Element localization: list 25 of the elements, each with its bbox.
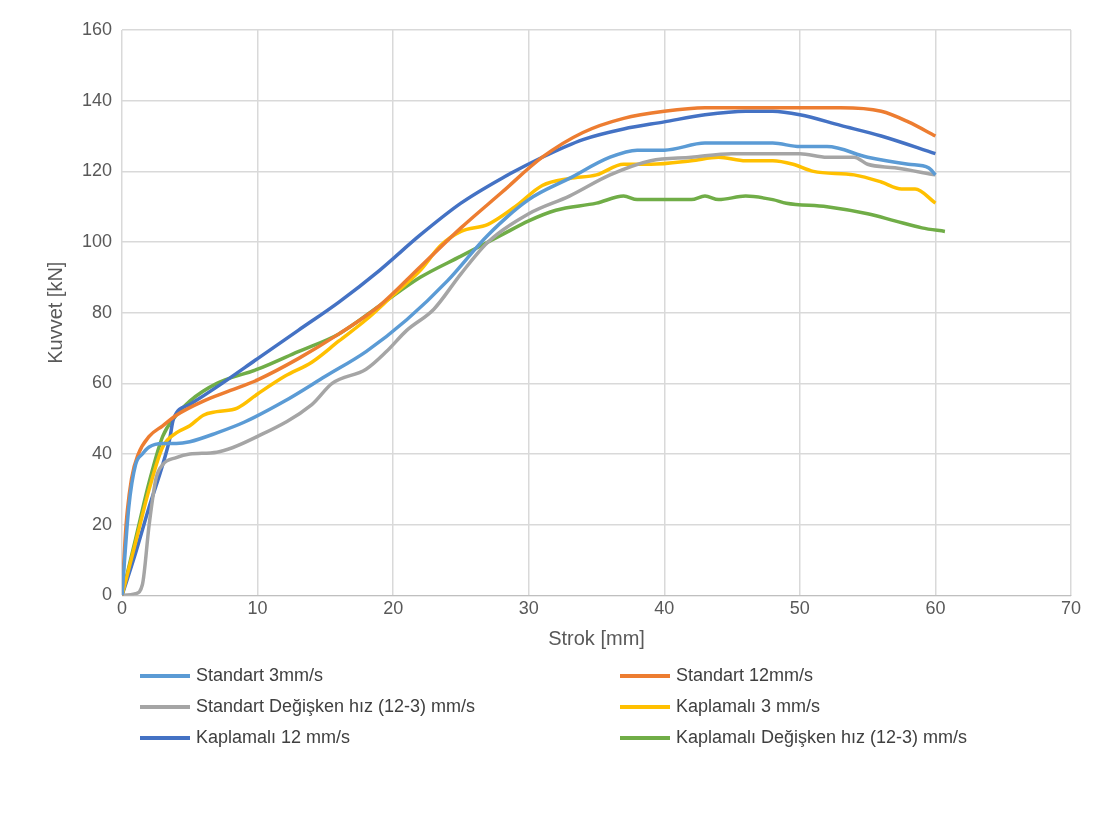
x-tick-label: 10 bbox=[247, 598, 268, 619]
legend-label: Kaplamalı 12 mm/s bbox=[196, 727, 351, 748]
y-tick-label: 60 bbox=[92, 372, 113, 393]
x-tick-label: 70 bbox=[1060, 598, 1082, 619]
x-axis-title: Strok [mm] bbox=[548, 626, 645, 649]
x-tick-label: 60 bbox=[925, 598, 946, 619]
legend-label: Standart Değişken hız (12-3) mm/s bbox=[196, 696, 476, 717]
x-tick-label: 40 bbox=[654, 598, 675, 619]
x-tick-label: 30 bbox=[518, 598, 539, 619]
legend-label: Kaplamalı Değişken hız (12-3) mm/s bbox=[676, 727, 968, 748]
y-tick-label: 100 bbox=[81, 230, 113, 251]
y-tick-label: 0 bbox=[102, 584, 113, 605]
y-tick-label: 80 bbox=[92, 301, 113, 322]
legend-label: Kaplamalı 3 mm/s bbox=[676, 696, 821, 717]
legend-label: Standart 3mm/s bbox=[196, 665, 324, 686]
y-axis-title: Kuvvet [kN] bbox=[43, 261, 66, 364]
y-tick-label: 140 bbox=[81, 89, 113, 110]
x-tick-label: 50 bbox=[789, 598, 810, 619]
y-tick-label: 160 bbox=[81, 18, 113, 39]
x-tick-label: 20 bbox=[383, 598, 404, 619]
legend-label: Standart 12mm/s bbox=[676, 665, 814, 686]
y-tick-label: 120 bbox=[81, 160, 113, 181]
x-tick-label: 0 bbox=[117, 598, 128, 619]
y-tick-label: 20 bbox=[92, 513, 113, 534]
y-tick-label: 40 bbox=[92, 443, 113, 464]
